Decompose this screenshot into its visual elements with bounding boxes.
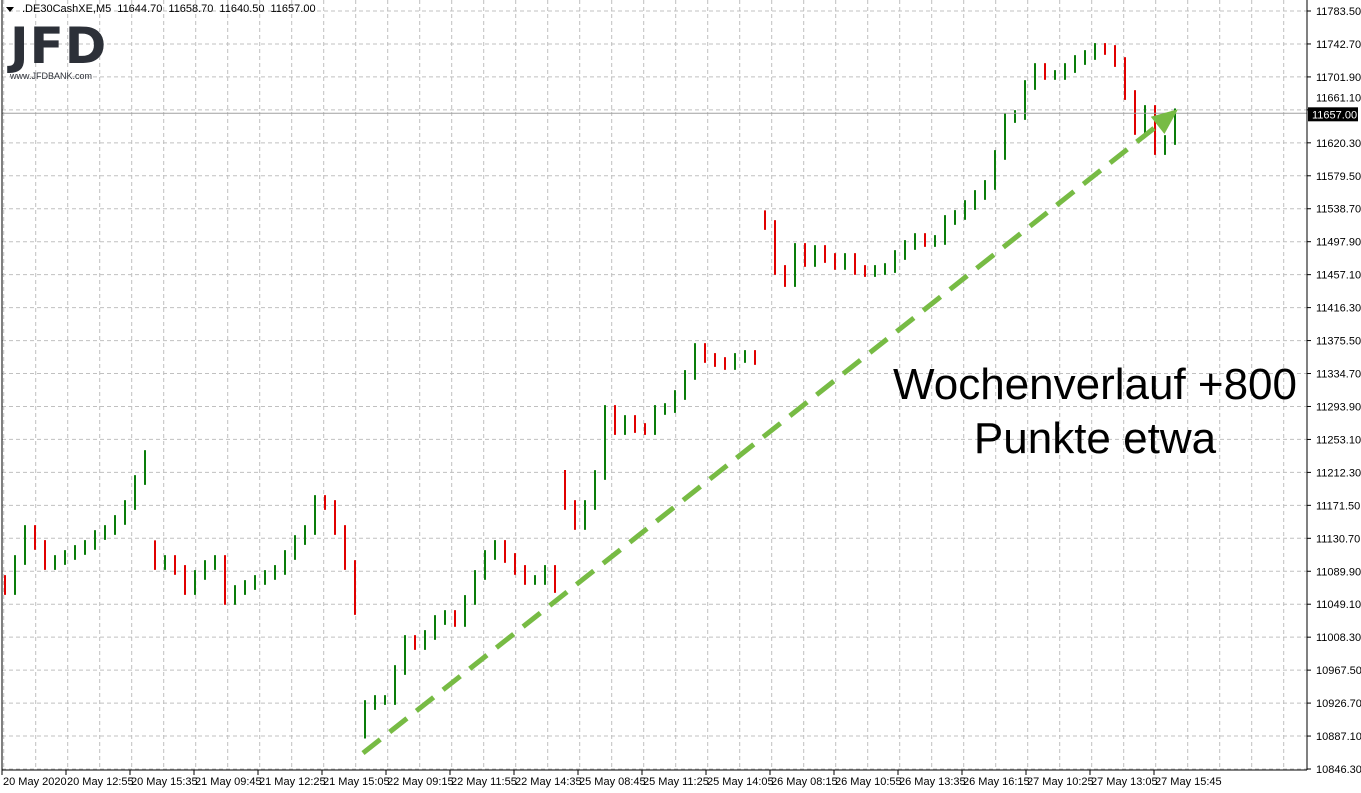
- x-tick-label: 21 May 15:05: [323, 776, 390, 788]
- grid: [2, 0, 1307, 770]
- y-tick-label: 11497.90: [1316, 237, 1361, 249]
- price-label-text: 11657.00: [1312, 109, 1357, 121]
- x-tick-label: 22 May 14:35: [515, 776, 582, 788]
- y-tick-label: 11089.90: [1316, 566, 1361, 578]
- y-tick-label: 11457.10: [1316, 270, 1361, 282]
- x-tick-label: 22 May 09:15: [387, 776, 454, 788]
- y-tick-label: 11293.90: [1316, 401, 1361, 413]
- x-tick-label: 22 May 11:55: [451, 776, 517, 788]
- price-bars: [4, 43, 1176, 739]
- x-tick-label: 26 May 08:15: [771, 776, 838, 788]
- y-tick-label: 11334.70: [1316, 369, 1361, 381]
- x-tick-label: 21 May 09:45: [195, 776, 262, 788]
- chart-header: .DE30CashXE,M5 11644.70 11658.70 11640.5…: [6, 3, 316, 16]
- x-tick-label: 27 May 10:25: [1027, 776, 1094, 788]
- x-tick-label: 27 May 13:05: [1091, 776, 1158, 788]
- y-tick-label: 11130.70: [1316, 533, 1360, 545]
- y-tick-label: 11253.10: [1316, 434, 1361, 446]
- x-tick-label: 25 May 11:25: [643, 776, 709, 788]
- y-tick-label: 11701.90: [1316, 72, 1361, 84]
- x-tick-label: 21 May 12:25: [259, 776, 326, 788]
- x-tick-label: 26 May 13:35: [899, 776, 966, 788]
- x-tick-label: 20 May 12:55: [67, 776, 134, 788]
- y-tick-label: 10926.70: [1316, 698, 1361, 710]
- logo-url: www.JFDBANK.com: [10, 71, 93, 81]
- x-tick-label: 27 May 15:45: [1155, 776, 1222, 788]
- annotation-line-1: Wochenverlauf +800: [892, 360, 1297, 409]
- x-tick-label: 26 May 16:15: [963, 776, 1030, 788]
- x-tick-label: 25 May 14:05: [707, 776, 774, 788]
- logo-text: JFD: [10, 17, 108, 75]
- y-tick-label: 11416.30: [1316, 303, 1361, 315]
- trend-arrow: [361, 109, 1178, 756]
- y-tick-label: 10846.30: [1316, 764, 1361, 776]
- y-tick-label: 11579.50: [1316, 171, 1361, 183]
- x-tick-label: 20 May 15:35: [131, 776, 198, 788]
- price-axis[interactable]: 11783.50 11742.70 11701.90 11661.10 11620.30…: [1307, 6, 1361, 776]
- y-tick-label: 11049.10: [1316, 599, 1361, 611]
- x-tick-label: 25 May 08:45: [579, 776, 646, 788]
- y-tick-label: 11212.30: [1316, 467, 1361, 479]
- low-value: 11640.50: [219, 3, 265, 15]
- price-label-bg: [1308, 107, 1358, 122]
- y-tick-label: 11375.50: [1316, 336, 1361, 348]
- annotation-text: Wochenverlauf +800 Punkte etwa: [860, 358, 1330, 466]
- y-tick-label: 11620.30: [1316, 138, 1361, 150]
- annotation-line-2: Punkte etwa: [973, 414, 1217, 463]
- y-tick-label: 11171.50: [1316, 500, 1360, 512]
- y-tick-label: 10967.50: [1316, 665, 1361, 677]
- y-tick-label: 11661.10: [1316, 92, 1361, 104]
- trend-arrow-head-icon: [1150, 109, 1178, 135]
- high-value: 11658.70: [168, 3, 214, 15]
- y-tick-label: 10887.10: [1316, 731, 1361, 743]
- close-value: 11657.00: [270, 3, 316, 15]
- jfd-logo: JFD www.JFDBANK.com: [10, 21, 107, 81]
- symbol-label: .DE30CashXE,M5: [22, 3, 112, 15]
- x-tick-label: 26 May 10:55: [835, 776, 902, 788]
- x-tick-label: 20 May 2020: [3, 776, 67, 788]
- open-value: 11644.70: [117, 3, 163, 15]
- y-tick-label: 11008.30: [1316, 632, 1361, 644]
- y-tick-label: 11742.70: [1316, 39, 1361, 51]
- y-tick-label: 11783.50: [1316, 6, 1361, 18]
- dropdown-triangle-icon[interactable]: [6, 7, 14, 12]
- current-price-label: 11657.00: [1308, 107, 1358, 122]
- y-tick-label: 11538.70: [1316, 204, 1361, 216]
